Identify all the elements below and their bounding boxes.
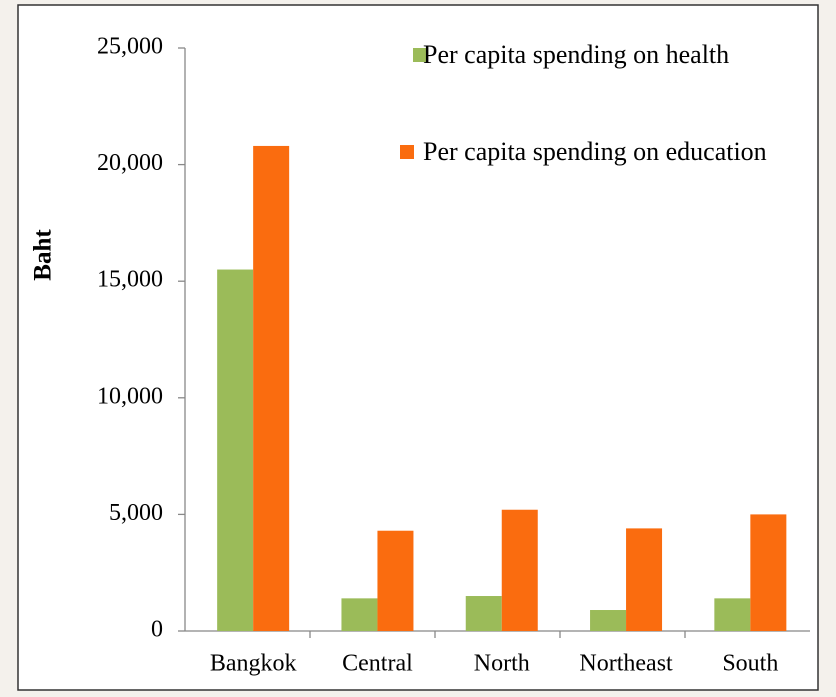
- bar: [626, 528, 663, 631]
- y-tick-label: 20,000: [97, 150, 163, 176]
- y-tick-label: 10,000: [97, 383, 163, 409]
- x-tick-label: North: [474, 651, 530, 677]
- y-tick-label: 15,000: [97, 267, 163, 293]
- bar: [465, 596, 502, 631]
- bar: [253, 145, 290, 631]
- bar: [341, 598, 378, 631]
- bar: [714, 598, 751, 631]
- x-tick-label: Northeast: [579, 651, 673, 677]
- y-tick-label: 25,000: [97, 34, 163, 60]
- legend-item: Per capita spending on health: [423, 40, 730, 69]
- x-tick-label: Bangkok: [210, 651, 297, 677]
- y-tick-label: 5,000: [109, 500, 163, 526]
- bar: [590, 610, 627, 631]
- y-axis-title: Baht: [30, 229, 57, 281]
- legend-swatch: [413, 48, 427, 62]
- y-tick-label: 0: [151, 617, 163, 643]
- x-tick-label: Central: [342, 651, 413, 677]
- bar: [217, 269, 254, 631]
- bar: [750, 514, 787, 631]
- chart-frame: [17, 4, 819, 691]
- bar: [501, 509, 538, 631]
- bar: [377, 530, 414, 631]
- x-tick-label: South: [722, 651, 778, 677]
- legend-item: Per capita spending on education: [423, 137, 767, 166]
- legend-swatch: [400, 145, 414, 159]
- legend-label: Per capita spending on education: [423, 137, 767, 166]
- legend-label: Per capita spending on health: [423, 40, 730, 69]
